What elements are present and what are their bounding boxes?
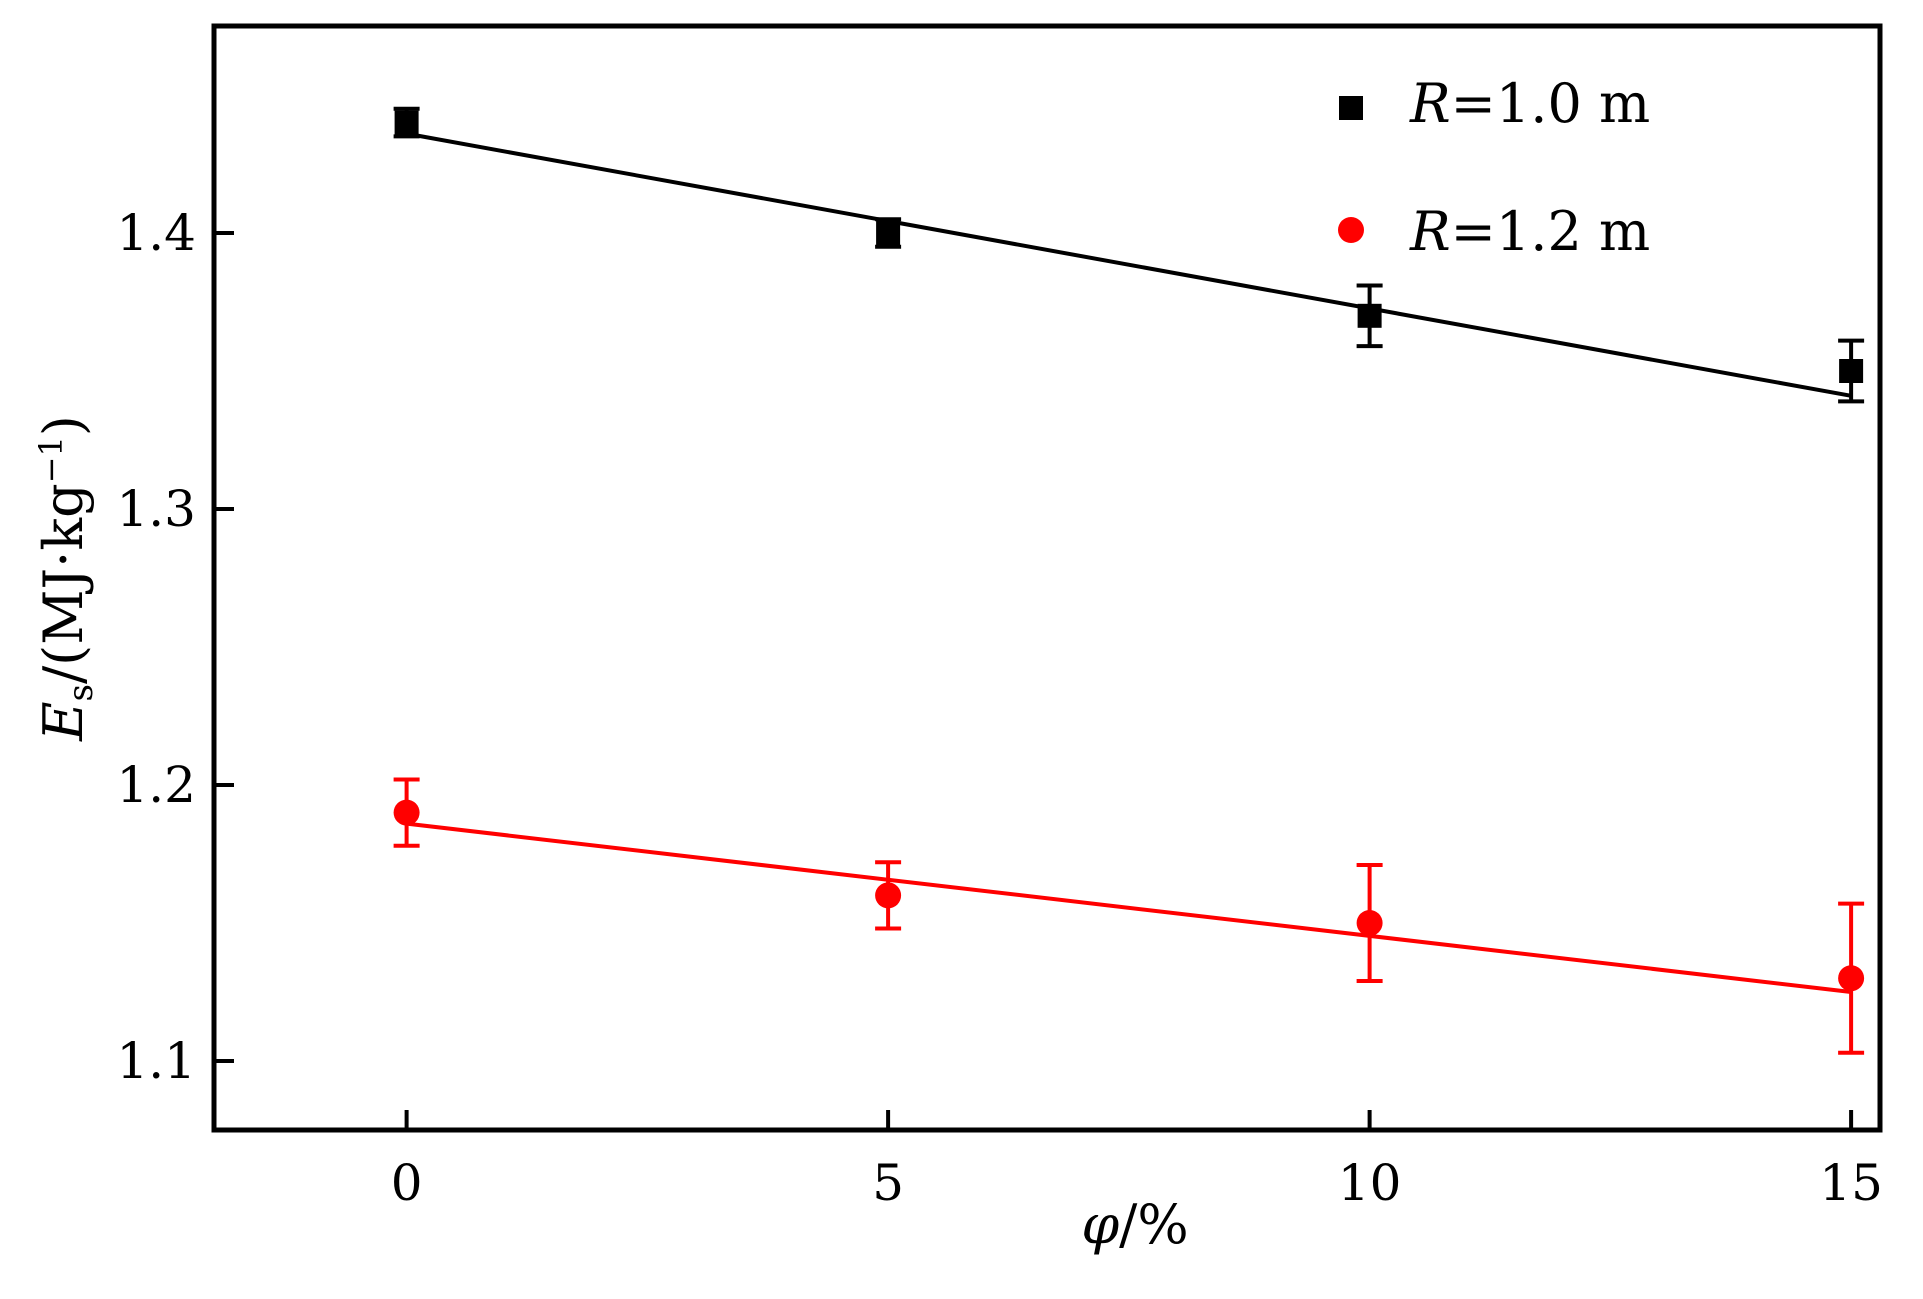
legend-marker-square	[1339, 96, 1363, 120]
data-markers	[393, 110, 1865, 992]
data-point-square	[394, 110, 419, 135]
data-point-circle	[1356, 910, 1383, 936]
svg-text:Es/(MJ·kg−1): Es/(MJ·kg−1)	[32, 415, 101, 742]
y-axis-subscript: s	[61, 684, 101, 701]
x-axis-unit: /%	[1119, 1193, 1189, 1256]
data-point-circle	[1838, 965, 1865, 992]
legend: R=1.0 m R=1.2 m	[1338, 72, 1650, 263]
data-point-circle	[393, 799, 420, 826]
legend-r12-value: =1.2 m	[1451, 200, 1651, 263]
y-axis: 1.1 1.2 1.3 1.4	[116, 204, 234, 1090]
y-tick-label: 1.2	[116, 756, 196, 814]
x-tick-label: 0	[391, 1154, 423, 1212]
y-axis-unit: /(MJ·kg	[32, 483, 95, 684]
legend-r10-symbol: R	[1409, 72, 1451, 135]
x-tick-label: 5	[872, 1154, 904, 1212]
fit-lines	[406, 131, 1852, 994]
legend-marker-circle	[1338, 217, 1364, 243]
y-axis-symbol: E	[32, 701, 95, 741]
legend-r10-value: =1.0 m	[1451, 72, 1651, 135]
y-axis-title: Es/(MJ·kg−1)	[32, 415, 101, 742]
x-tick-label: 15	[1819, 1154, 1883, 1212]
x-axis-symbol: φ	[1081, 1193, 1119, 1256]
plot-frame	[211, 23, 1883, 1133]
legend-r12-symbol: R	[1409, 200, 1451, 263]
x-tick-label: 10	[1338, 1154, 1402, 1212]
y-tick-label: 1.1	[116, 1032, 196, 1090]
fit-line-series-1	[406, 821, 1852, 994]
data-point-square	[1839, 359, 1864, 383]
legend-label-r10: R=1.0 m	[1409, 72, 1650, 135]
legend-label-r12: R=1.2 m	[1409, 200, 1650, 263]
x-axis-title: φ/%	[1081, 1193, 1188, 1256]
y-tick-label: 1.4	[116, 204, 196, 262]
y-axis-unit-close: )	[32, 415, 95, 436]
x-axis: 0 5 10 15	[391, 1110, 1883, 1212]
y-axis-unit-exponent: −1	[32, 436, 70, 483]
fit-line-series-0	[406, 131, 1852, 398]
data-point-square	[876, 221, 901, 245]
data-point-square	[1357, 303, 1382, 328]
y-tick-label: 1.3	[116, 480, 196, 538]
data-point-circle	[875, 882, 902, 909]
